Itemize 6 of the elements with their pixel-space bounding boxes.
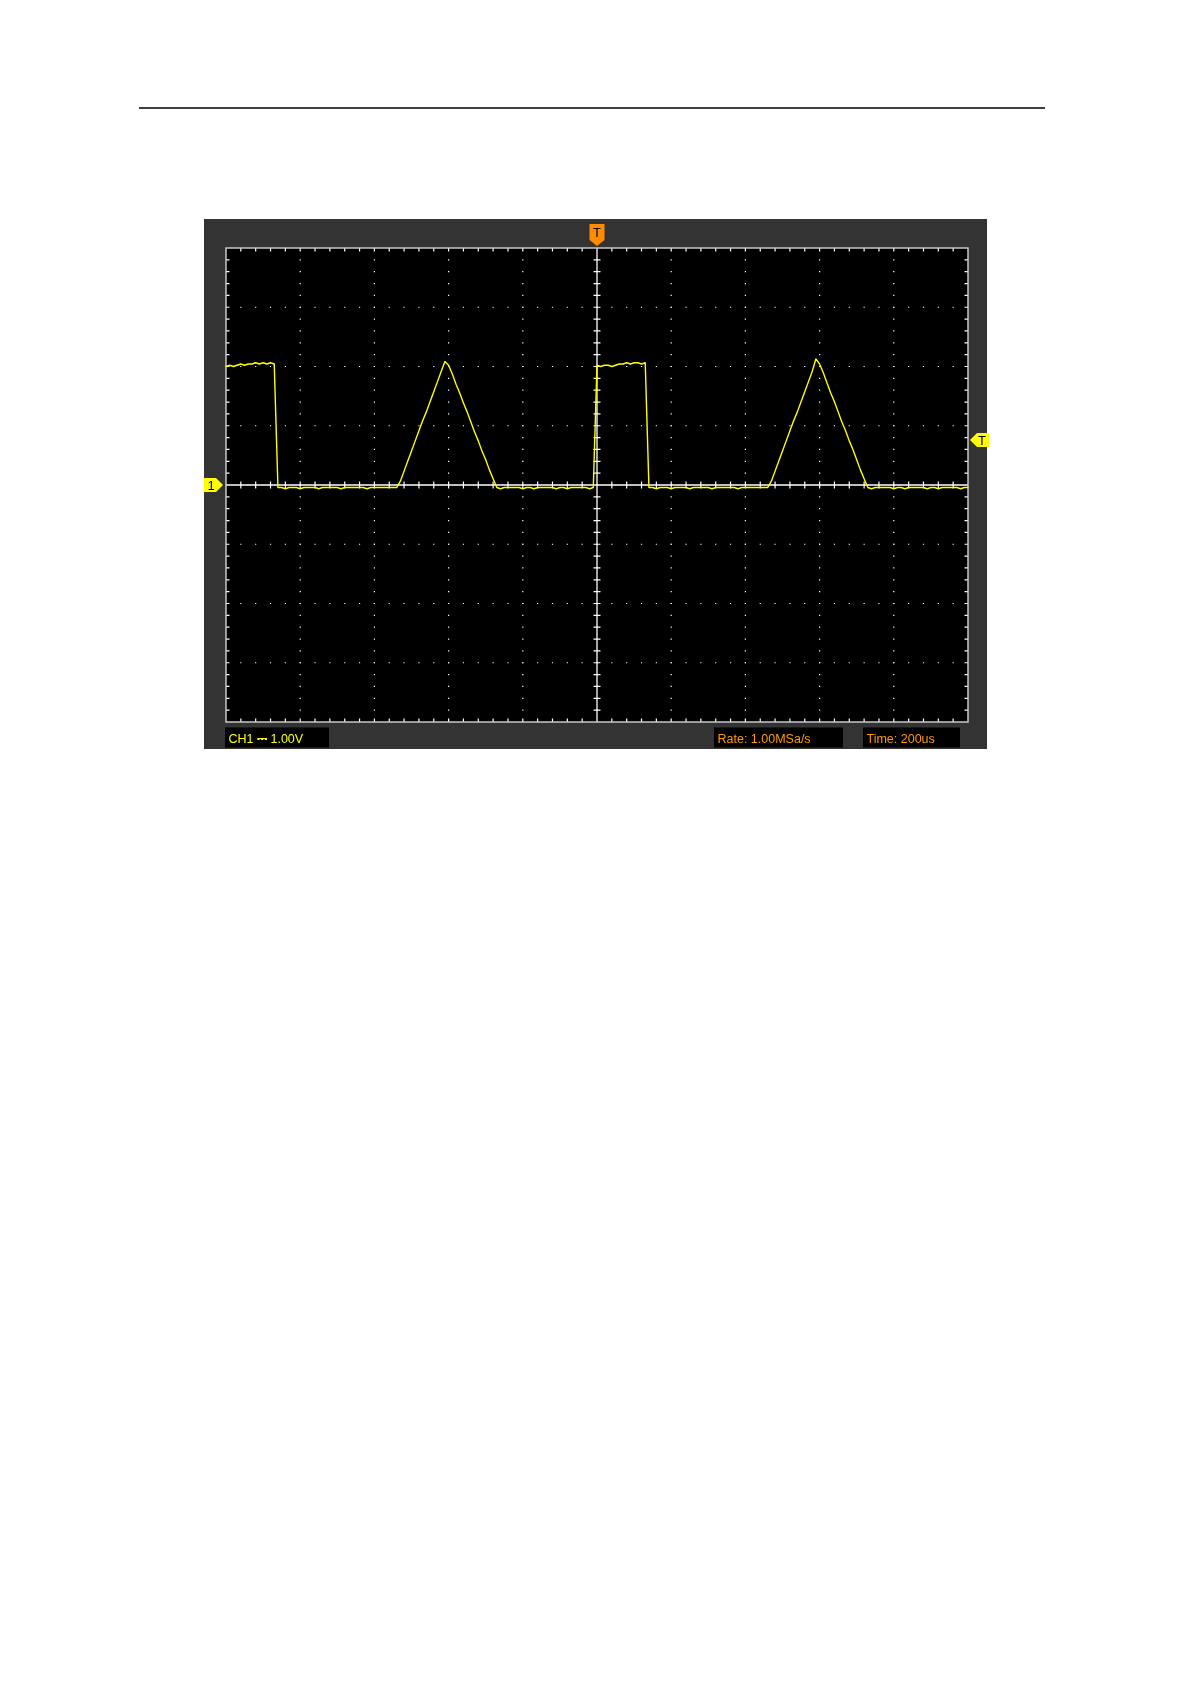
text: Rate: 1.00MSa/s bbox=[717, 731, 811, 746]
text: CH1 ⎓ 1.00V bbox=[228, 731, 304, 746]
text: 1 bbox=[207, 478, 215, 493]
text: T bbox=[978, 433, 987, 448]
text: Time: 200us bbox=[866, 731, 935, 746]
text: T bbox=[593, 225, 602, 240]
